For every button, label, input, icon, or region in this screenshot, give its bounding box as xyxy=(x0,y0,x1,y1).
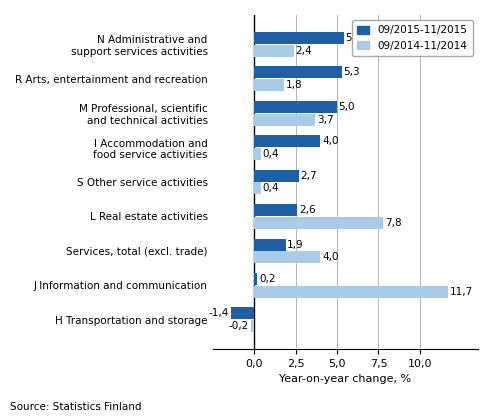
Bar xyxy=(254,238,285,250)
X-axis label: Year-on-year change, %: Year-on-year change, % xyxy=(279,374,411,384)
Text: 0,4: 0,4 xyxy=(262,183,279,193)
Bar xyxy=(254,182,261,194)
Text: 5,3: 5,3 xyxy=(344,67,360,77)
Text: 1,8: 1,8 xyxy=(285,80,302,90)
Text: 0,2: 0,2 xyxy=(259,274,276,284)
Bar xyxy=(254,66,342,78)
Bar xyxy=(254,217,384,229)
Bar xyxy=(254,114,316,126)
Bar xyxy=(254,101,337,113)
Text: 7,8: 7,8 xyxy=(385,218,402,228)
Text: Source: Statistics Finland: Source: Statistics Finland xyxy=(10,402,141,412)
Legend: 09/2015-11/2015, 09/2014-11/2014: 09/2015-11/2015, 09/2014-11/2014 xyxy=(352,20,473,56)
Text: 5,4: 5,4 xyxy=(345,33,362,43)
Text: -0,2: -0,2 xyxy=(229,321,249,331)
Text: -1,4: -1,4 xyxy=(209,308,229,318)
Bar xyxy=(254,204,297,216)
Bar xyxy=(254,135,320,147)
Text: 2,6: 2,6 xyxy=(299,205,316,215)
Text: 3,7: 3,7 xyxy=(317,114,334,124)
Bar xyxy=(254,32,344,44)
Text: 2,7: 2,7 xyxy=(301,171,317,181)
Text: 0,4: 0,4 xyxy=(262,149,279,159)
Text: 2,4: 2,4 xyxy=(295,46,312,56)
Text: 1,9: 1,9 xyxy=(287,240,304,250)
Bar xyxy=(254,273,257,285)
Bar xyxy=(254,251,320,263)
Bar xyxy=(251,320,254,332)
Bar xyxy=(254,45,294,57)
Bar xyxy=(254,79,284,91)
Bar xyxy=(254,170,299,182)
Bar xyxy=(254,286,448,298)
Bar xyxy=(231,307,254,319)
Text: 11,7: 11,7 xyxy=(450,287,473,297)
Text: 4,0: 4,0 xyxy=(322,136,339,146)
Text: 4,0: 4,0 xyxy=(322,252,339,262)
Bar xyxy=(254,148,261,160)
Text: 5,0: 5,0 xyxy=(339,102,355,112)
